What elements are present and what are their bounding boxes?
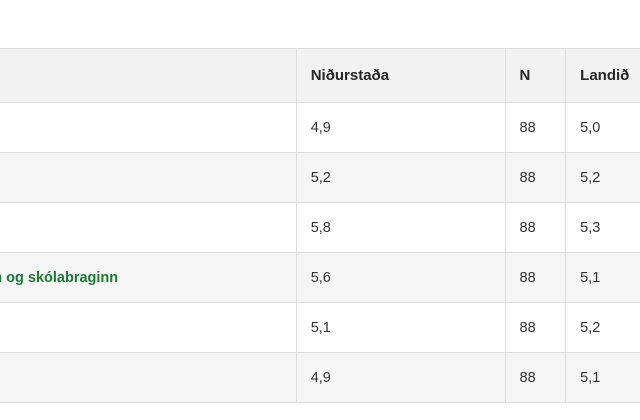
column-header-nidurstada: Niðurstaða (295, 48, 506, 103)
cell-landid: 5,2 (565, 152, 640, 203)
row-label: Vellíðan (0, 202, 297, 253)
cell-nidurstada: 5,2 (295, 152, 506, 203)
column-header-label (0, 48, 297, 103)
row-label: Samsömun við nemendahópinn og skólabragi… (0, 252, 297, 303)
cell-landid: 5,2 (565, 302, 640, 353)
cell-nidurstada: 5,8 (295, 202, 506, 253)
table-row: Sjálfsálit 4,9 88 5,0 7.648 (0, 102, 640, 153)
column-header-landid: Landið (565, 48, 640, 103)
cell-n-school: 88 (504, 202, 567, 253)
cell-landid: 5,3 (565, 202, 640, 253)
cell-n-school: 88 (504, 302, 567, 353)
cell-landid: 5,1 (565, 352, 640, 403)
table-header: Niðurstaða N Landið N (0, 48, 640, 103)
cell-nidurstada: 5,1 (295, 302, 506, 353)
results-table: Niðurstaða N Landið N Sjálfsálit 4,9 88 … (0, 48, 640, 403)
row-label: Trú á eigin námsgetu (0, 352, 297, 403)
cell-n-school: 88 (504, 152, 567, 203)
page-title: Líðan og heilsa í skólanum (0, 0, 640, 48)
row-label: Stjórn á eigin lífi (0, 152, 297, 203)
cell-landid: 5,1 (565, 252, 640, 303)
cell-nidurstada: 5,6 (295, 252, 506, 303)
cell-nidurstada: 4,9 (295, 102, 506, 153)
table-row: Samsömun við nemendahópinn og skólabragi… (0, 252, 640, 303)
cell-n-school: 88 (504, 102, 567, 153)
table-body: Sjálfsálit 4,9 88 5,0 7.648 Stjórn á eig… (0, 102, 640, 403)
table-header-row: Niðurstaða N Landið N (0, 48, 640, 103)
table-row: Trú á eigin námsgetu 4,9 88 5,1 7.528 (0, 352, 640, 403)
cell-n-school: 88 (504, 252, 567, 303)
row-label: Trú á eigin vinnubrögð í námi (0, 302, 297, 353)
cell-nidurstada: 4,9 (295, 352, 506, 403)
table-row: Trú á eigin vinnubrögð í námi 5,1 88 5,2… (0, 302, 640, 353)
column-header-n-school: N (504, 48, 567, 103)
table-row: Vellíðan 5,8 88 5,3 7.612 (0, 202, 640, 253)
row-label: Sjálfsálit (0, 102, 297, 153)
cell-n-school: 88 (504, 352, 567, 403)
cell-landid: 5,0 (565, 102, 640, 153)
table-row: Stjórn á eigin lífi 5,2 88 5,2 7.429 (0, 152, 640, 203)
scroll-content: Líðan og heilsa í skólanum Niðurstaða N … (0, 0, 640, 403)
